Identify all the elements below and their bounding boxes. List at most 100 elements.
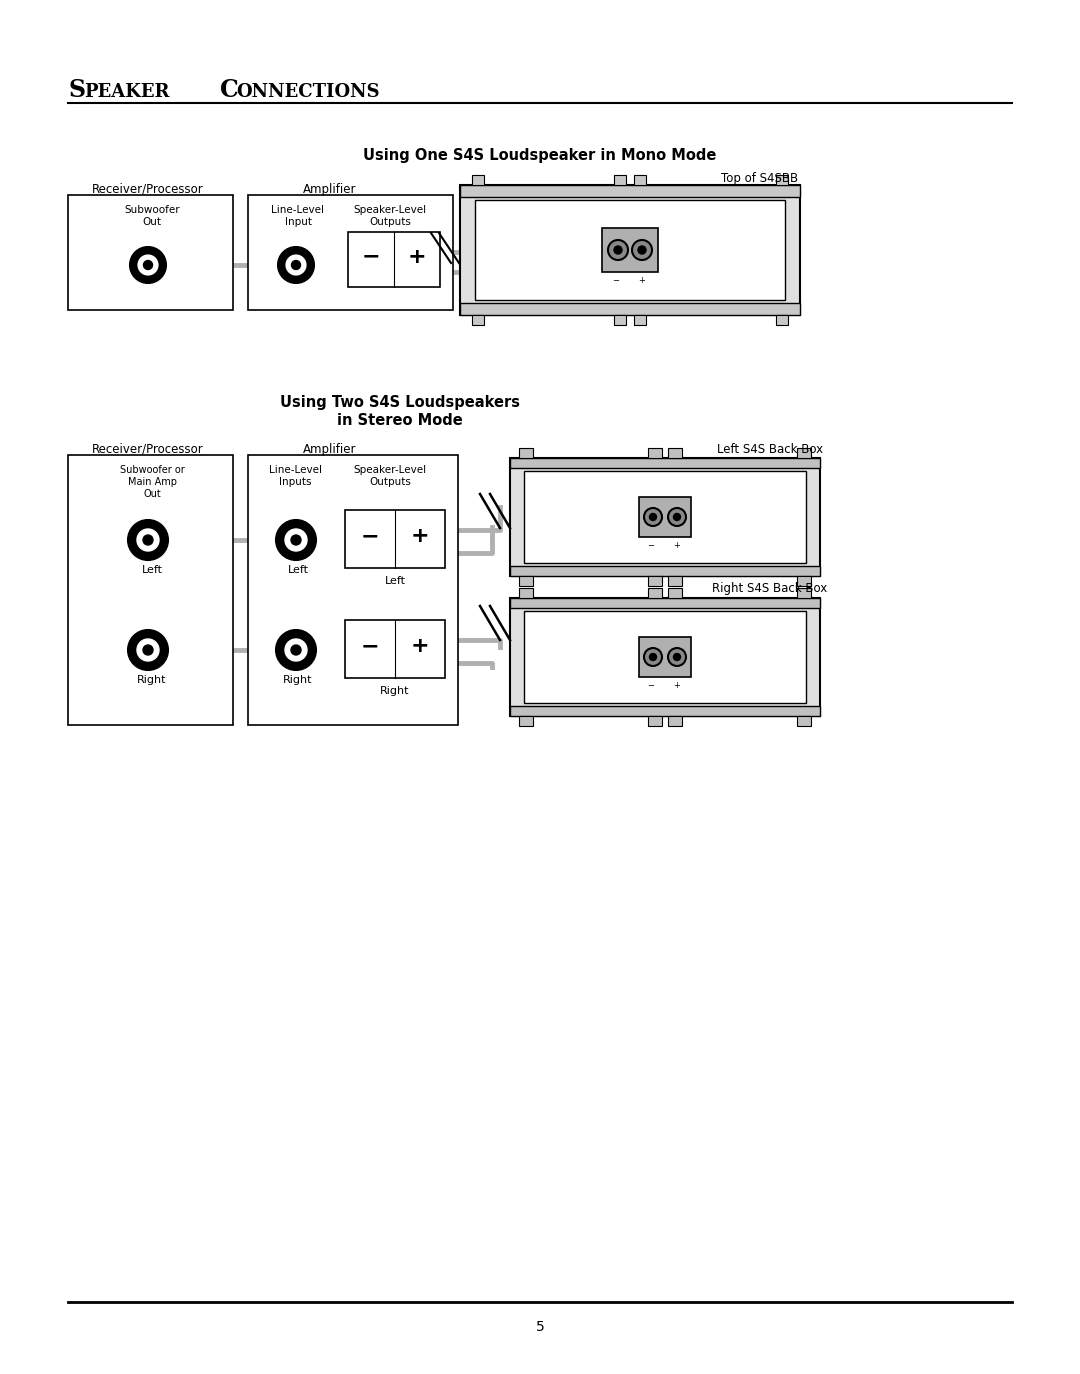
Text: ONNECTIONS: ONNECTIONS [237,82,380,102]
Bar [797,576,811,585]
Bar [615,174,626,185]
Circle shape [608,240,627,260]
Circle shape [138,256,158,275]
Text: −: − [361,636,379,657]
Text: Right: Right [137,675,166,686]
Bar [615,315,626,326]
Bar [510,458,820,576]
Text: +: + [407,247,427,267]
Circle shape [291,644,301,655]
Text: Left: Left [384,576,405,585]
Bar [460,185,800,196]
Bar [68,455,233,725]
Text: C: C [220,78,239,102]
Text: Line-Level: Line-Level [271,205,324,214]
Text: +: + [638,276,646,284]
Circle shape [669,508,686,526]
Bar [248,195,453,311]
Bar [797,588,811,598]
Text: −: − [362,247,380,267]
Text: Input: Input [284,217,311,227]
Text: Receiver/Processor: Receiver/Processor [92,442,204,456]
Bar [524,611,806,703]
Circle shape [143,644,153,655]
Circle shape [137,529,159,551]
Circle shape [649,654,657,661]
Circle shape [143,534,153,545]
Circle shape [130,247,166,283]
Circle shape [669,649,686,666]
Text: Speaker-Level: Speaker-Level [353,464,427,475]
Bar [510,598,820,609]
Text: −: − [648,682,654,690]
Circle shape [129,519,168,561]
Bar [460,185,800,315]
Text: Line-Level: Line-Level [269,464,322,475]
Text: Outputs: Outputs [369,217,410,227]
Bar [639,497,691,537]
Text: +: + [410,636,430,657]
Text: +: + [410,526,430,545]
Bar [348,232,440,287]
Text: Right S4S Back Box: Right S4S Back Box [713,583,827,595]
Text: Amplifier: Amplifier [303,442,356,456]
Text: Subwoofer: Subwoofer [124,205,179,214]
Bar [648,576,662,585]
Text: Subwoofer or: Subwoofer or [120,464,185,475]
Bar [519,716,534,725]
Text: Inputs: Inputs [279,477,311,486]
Circle shape [276,631,316,671]
Bar [475,201,785,300]
Text: Left S4S Back Box: Left S4S Back Box [717,442,823,456]
Circle shape [285,639,307,661]
Text: Left: Left [287,565,309,574]
Text: 5: 5 [536,1320,544,1334]
Text: Speaker-Level: Speaker-Level [353,205,427,214]
Bar [777,315,788,326]
Text: Top of S4SBB: Top of S4SBB [721,172,798,185]
Bar [797,448,811,458]
Bar [248,455,458,725]
Circle shape [649,514,657,521]
Text: S: S [68,78,85,102]
Bar [669,588,681,598]
Circle shape [632,240,652,260]
Bar [510,706,820,716]
Bar [634,174,646,185]
Text: Out: Out [143,217,162,227]
Text: Outputs: Outputs [369,477,410,486]
Circle shape [644,508,662,526]
Circle shape [278,247,314,283]
Circle shape [292,261,300,269]
Circle shape [144,261,152,269]
Bar [602,228,658,272]
Text: Amplifier: Amplifier [303,183,356,196]
Text: PEAKER: PEAKER [84,82,170,102]
Bar [777,174,788,185]
Text: Out: Out [144,489,161,499]
Circle shape [285,529,307,551]
Bar [669,448,681,458]
Circle shape [286,256,306,275]
Bar [524,471,806,563]
Bar [510,458,820,469]
Circle shape [137,639,159,661]
Text: Right: Right [380,686,409,697]
Bar [634,315,646,326]
Text: Left: Left [141,565,162,574]
Bar [510,598,820,716]
Text: Using One S4S Loudspeaker in Mono Mode: Using One S4S Loudspeaker in Mono Mode [363,148,717,164]
Text: Receiver/Processor: Receiver/Processor [92,183,204,196]
Circle shape [276,519,316,561]
Text: Right: Right [283,675,313,686]
Bar [460,304,800,315]
Text: +: + [674,541,680,550]
Circle shape [674,654,680,661]
Bar [797,716,811,725]
Circle shape [644,649,662,666]
Bar [648,448,662,458]
Text: in Stereo Mode: in Stereo Mode [337,414,463,427]
Circle shape [638,246,646,254]
Text: Main Amp: Main Amp [127,477,176,486]
Bar [519,448,534,458]
